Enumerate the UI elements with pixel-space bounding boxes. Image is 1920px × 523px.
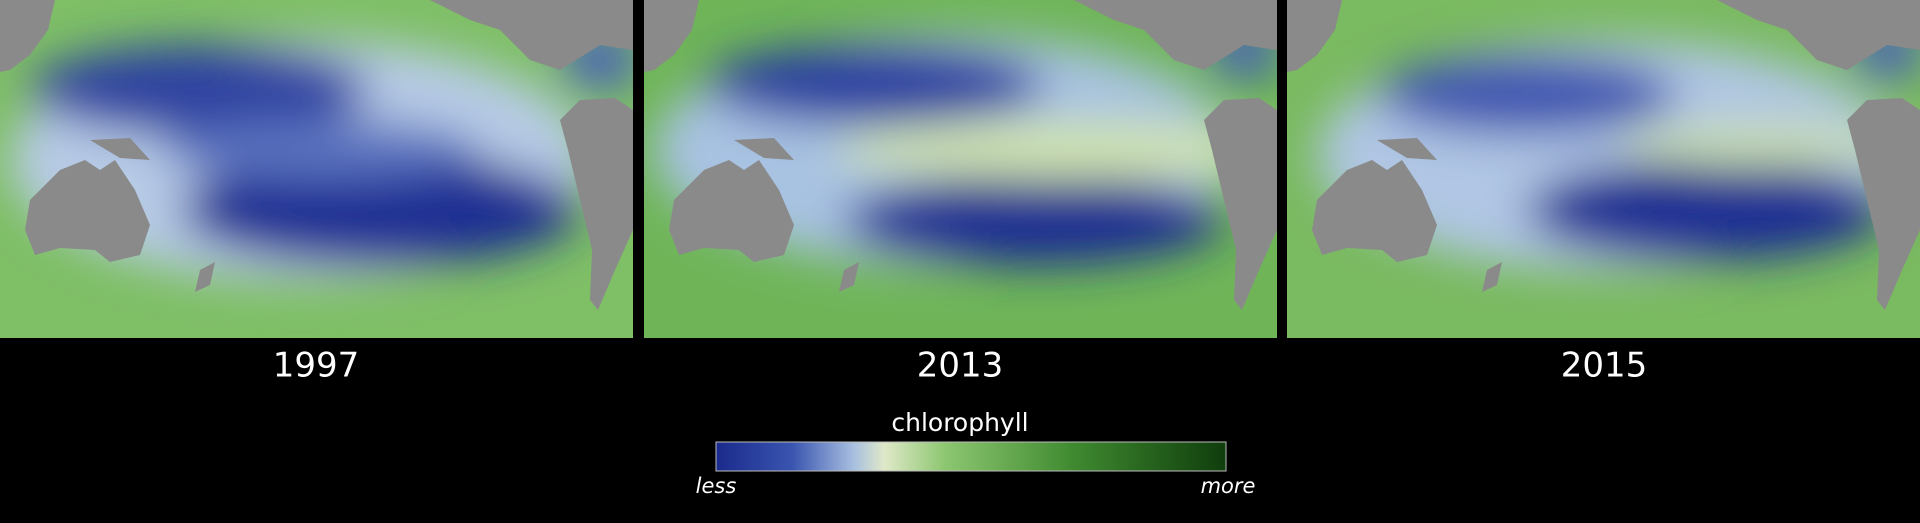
legend-title: chlorophyll [891, 408, 1028, 437]
panel-label: 1997 [273, 346, 360, 386]
map-panel [644, 0, 1277, 338]
panel-label: 2013 [917, 346, 1004, 386]
color-bar [715, 441, 1227, 472]
legend-min-label: less [696, 474, 737, 498]
legend-max-label: more [1201, 474, 1256, 498]
panel-label: 2015 [1561, 346, 1648, 386]
map-panel [1287, 0, 1920, 338]
map-panel [0, 0, 633, 338]
